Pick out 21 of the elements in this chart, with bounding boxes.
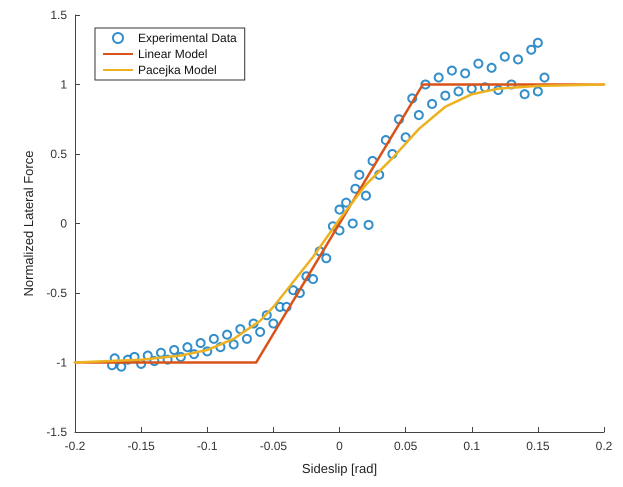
x-tick-label: 0 — [336, 439, 344, 453]
x-tick-label: 0.05 — [394, 439, 418, 453]
x-tick-label: -0.2 — [64, 439, 86, 453]
y-tick-label: 0 — [60, 216, 68, 230]
x-axis-title: Sideslip [rad] — [302, 461, 378, 476]
legend-label: Experimental Data — [138, 31, 238, 45]
x-tick-label: -0.1 — [196, 439, 218, 453]
x-tick-label: 0.1 — [463, 439, 480, 453]
y-tick-label: -0.5 — [46, 286, 68, 300]
x-tick-label: 0.2 — [596, 439, 613, 453]
x-tick-label: 0.15 — [526, 439, 550, 453]
y-tick-label: -1.5 — [46, 425, 68, 439]
x-tick-label: -0.05 — [260, 439, 288, 453]
y-tick-label: 1 — [60, 78, 68, 92]
y-tick-label: 0.5 — [50, 147, 68, 161]
y-tick-label: 1.5 — [50, 8, 68, 22]
y-axis-title: Normalized Lateral Force — [21, 150, 36, 296]
x-tick-label: -0.15 — [127, 439, 156, 453]
legend-label: Pacejka Model — [138, 63, 217, 77]
y-tick-label: -1 — [56, 356, 68, 370]
legend-label: Linear Model — [138, 47, 208, 61]
